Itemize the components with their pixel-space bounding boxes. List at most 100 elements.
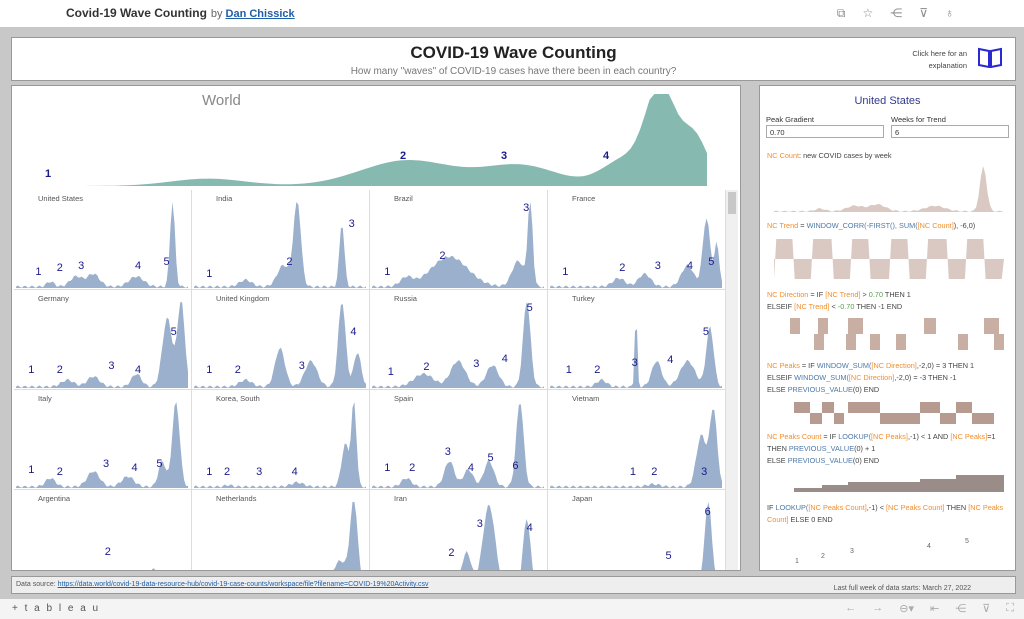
country-panel[interactable]: Germany 1 2 3 4 5: [14, 290, 192, 390]
country-name: Italy: [38, 394, 52, 403]
formula-nc-direction: NC Direction = IF [NC Trend] > 0.70 THEN…: [767, 290, 911, 311]
revert-icon[interactable]: ⊖▾: [899, 603, 915, 615]
country-name: United Kingdom: [216, 294, 270, 303]
wave-label: 4: [526, 522, 533, 534]
download-icon[interactable]: ⊽: [919, 6, 928, 20]
selected-country: United States: [854, 95, 921, 107]
wave-label: 1: [206, 267, 213, 280]
country-chart: [372, 302, 544, 388]
wave-label: 4: [350, 326, 357, 338]
country-panel[interactable]: Italy 1 2 3 4 5: [14, 390, 192, 490]
dashboard: COVID-19 Wave Counting How many "waves" …: [0, 27, 1024, 599]
country-panel[interactable]: Turkey 1 2 3 4 5: [548, 290, 726, 390]
country-panel[interactable]: Iran 2 3 4: [370, 490, 548, 570]
scrollbar-thumb[interactable]: [728, 192, 736, 214]
country-panel[interactable]: Korea, South 1 2 3 4: [192, 390, 370, 490]
wave-label: 2: [423, 361, 430, 374]
peak-gradient-input[interactable]: 0.70: [766, 125, 884, 138]
wave-label: 2: [439, 250, 446, 262]
wave-label: 5: [487, 451, 494, 464]
country-panel[interactable]: Russia 1 2 3 4 5: [370, 290, 548, 390]
country-chart: [194, 402, 366, 488]
download-icon[interactable]: ⊽: [982, 603, 991, 615]
nc-peaks-bar: [848, 402, 880, 413]
wave-label: 1: [206, 466, 213, 478]
share-icon[interactable]: ⋲: [890, 6, 903, 20]
country-panel[interactable]: Brazil 1 2 3: [370, 190, 548, 290]
country-panel[interactable]: Netherlands: [192, 490, 370, 570]
country-area: [16, 402, 188, 488]
wave-label: 3: [256, 466, 263, 478]
copy-icon[interactable]: ⧉: [836, 6, 846, 20]
reset-icon[interactable]: ⇤: [930, 603, 940, 615]
source-label: Data source:: [16, 581, 56, 588]
wave-label: 3: [631, 357, 638, 370]
country-panel[interactable]: United Kingdom 1 2 3 4: [192, 290, 370, 390]
wave-label: 3: [444, 446, 451, 458]
nc-direction-bar: [870, 334, 880, 350]
country-panel[interactable]: United States 1 2 3 4 5: [14, 190, 192, 290]
scrollbar[interactable]: [726, 190, 738, 570]
wave-label: 2: [619, 262, 626, 274]
country-panel[interactable]: Spain 1 2 3 4 5 6: [370, 390, 548, 490]
redo-icon[interactable]: →: [872, 602, 884, 614]
country-name: United States: [38, 194, 84, 203]
world-chart[interactable]: [12, 86, 741, 189]
country-panel[interactable]: Argentina 2: [14, 490, 192, 570]
country-panel[interactable]: Vietnam 1 2 3: [548, 390, 726, 490]
wave-label: 4: [135, 364, 142, 377]
weeks-for-trend-input[interactable]: 6: [891, 125, 1009, 138]
country-name: France: [572, 194, 596, 203]
country-chart: [151, 568, 156, 570]
world-area: [42, 94, 707, 186]
undo-icon[interactable]: ←: [845, 602, 857, 614]
wave-label: 2: [234, 364, 241, 377]
share-icon[interactable]: ⋲: [955, 603, 967, 615]
wave-label: 3: [108, 359, 115, 372]
country-name: Turkey: [572, 294, 595, 303]
source-link[interactable]: https://data.world/covid-19-data-resourc…: [57, 581, 429, 588]
country-area: [194, 304, 366, 388]
footer: Data source: https://data.world/covid-19…: [11, 576, 1016, 594]
country-name: Spain: [394, 394, 414, 403]
wave-label: 5: [702, 326, 709, 338]
dashboard-header: COVID-19 Wave Counting How many "waves" …: [11, 37, 1016, 81]
wave-label: 3: [654, 259, 661, 272]
country-area: [550, 326, 722, 388]
country-chart: [16, 302, 188, 388]
dashboard-subtitle: How many "waves" of COVID-19 cases have …: [350, 66, 677, 77]
world-wave-label: 2: [400, 150, 407, 162]
last-week-note: Last full week of data starts: March 27,…: [833, 585, 971, 592]
nc-direction-bar: [896, 334, 906, 350]
country-panel[interactable]: Japan 5 6: [548, 490, 726, 570]
country-area: [550, 218, 722, 288]
country-name: Russia: [394, 294, 417, 303]
book-icon[interactable]: [977, 46, 1003, 68]
tableau-logo[interactable]: + t a b l e a u: [12, 603, 101, 614]
peak-number: 5: [965, 538, 969, 545]
formula-nc-peaks-count: NC Peaks Count = IF LOOKUP([NC Peaks],-1…: [767, 432, 996, 465]
country-area: [16, 202, 188, 288]
explanation-panel: United States Peak Gradient 0.70 Weeks f…: [759, 85, 1016, 571]
explanation-link[interactable]: Click here for an explanation: [912, 48, 967, 72]
formula-nc-peaks: NC Peaks = IF WINDOW_SUM([NC Direction],…: [767, 361, 975, 394]
wave-label: 3: [473, 358, 480, 370]
wave-label: 6: [704, 506, 711, 518]
wave-label: 3: [103, 458, 110, 470]
wave-label: 1: [206, 364, 213, 377]
formula-wave-label: IF LOOKUP([NC Peaks Count],-1) < [NC Pea…: [767, 503, 1004, 524]
wave-label: 3: [348, 218, 355, 230]
country-area: [333, 502, 361, 570]
star-icon[interactable]: ☆: [862, 6, 874, 20]
wave-label: 5: [708, 256, 715, 269]
country-area: [372, 404, 544, 488]
author-link[interactable]: Dan Chissick: [225, 8, 295, 20]
country-chart: [372, 202, 544, 288]
fullscreen-icon[interactable]: ⛶: [1006, 602, 1014, 614]
country-name: Vietnam: [572, 394, 600, 403]
badge-icon[interactable]: ♁: [945, 6, 954, 20]
nc-direction-bar: [790, 318, 800, 334]
country-panel[interactable]: India 1 2 3: [192, 190, 370, 290]
link-line-2: explanation: [928, 61, 967, 70]
country-panel[interactable]: France 1 2 3 4 5: [548, 190, 726, 290]
